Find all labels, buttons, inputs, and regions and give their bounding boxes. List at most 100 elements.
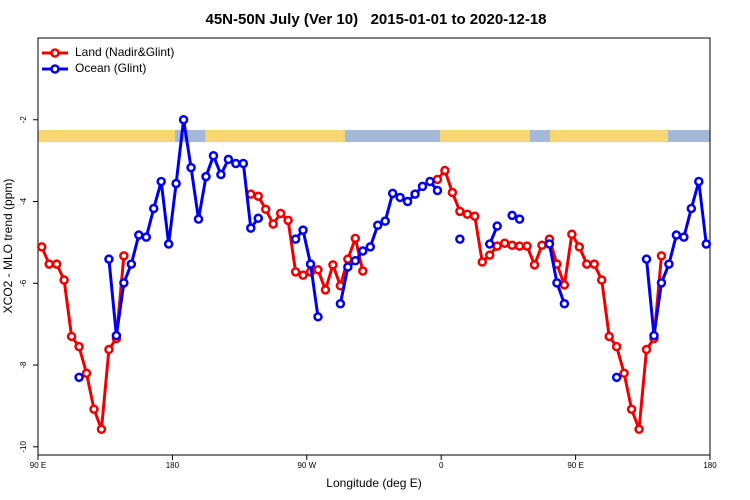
point [268,219,278,229]
point [126,259,137,269]
point [604,331,614,342]
point [499,238,510,248]
map-strip [38,130,710,142]
point [104,344,114,355]
point [671,230,682,240]
point [216,169,226,180]
point [119,251,129,261]
point [305,259,316,269]
point [358,246,368,256]
point [343,262,353,272]
point [186,162,196,173]
chart-title: 45N-50N July (Ver 10) 2015-01-01 to 2020… [205,11,546,28]
point [492,241,502,251]
series-line [107,118,708,338]
point [619,368,629,378]
point [537,240,547,251]
point [156,176,166,187]
point [51,259,62,269]
point [559,280,570,290]
point [395,192,405,203]
point [626,404,637,414]
point [507,240,517,251]
point [238,158,249,169]
point [350,233,361,244]
point [402,196,413,207]
point [178,115,189,125]
point [74,341,84,352]
point [582,259,592,269]
y-tick-label: -6 [19,279,28,287]
legend-marker [50,64,60,74]
point [529,260,540,270]
point [477,257,488,267]
point [320,285,331,295]
point [611,341,622,352]
point [44,259,54,269]
point [432,185,443,196]
point [275,208,286,219]
point [492,221,502,231]
point [119,278,129,288]
point [171,178,181,189]
x-axis-label: Longitude (deg E) [326,476,421,490]
point [208,150,219,161]
point [96,424,107,434]
point [104,254,114,264]
point [387,188,398,199]
point [649,330,659,341]
point [253,191,264,201]
point [694,176,704,187]
point [447,187,458,198]
point [701,239,712,249]
point [372,220,383,230]
point [656,278,667,288]
point [507,210,517,221]
point [36,242,47,252]
point [484,250,495,260]
point [679,232,689,242]
point [111,330,122,341]
y-tick-label: -10 [19,440,28,452]
point [484,239,495,249]
point [380,216,390,226]
point [567,229,577,239]
point [358,266,368,276]
x-tick-label: 90 W [297,461,316,470]
legend-label: Ocean (Glint) [75,61,146,75]
x-tick-label: 180 [166,461,180,470]
point [81,368,92,378]
point [425,176,435,187]
point [313,312,323,322]
point [544,239,555,249]
point [656,251,667,261]
point [634,424,644,434]
point [148,203,159,214]
point [193,214,204,224]
legend-label: Land (Nadir&Glint) [75,45,174,59]
point [283,215,293,226]
legend-marker [50,48,60,58]
point [74,372,84,383]
point [313,265,323,275]
point [350,256,361,266]
point [201,171,211,182]
point [522,241,532,251]
point [432,174,443,185]
x-tick-label: 180 [703,461,717,470]
point [611,372,622,383]
point [89,404,99,414]
point [664,259,674,269]
point [163,239,174,249]
y-tick-label: -2 [19,116,28,124]
point [455,206,465,217]
point [298,225,308,235]
point [343,254,353,264]
point [231,158,241,169]
point [66,331,77,342]
point [59,275,69,285]
point [574,242,585,252]
point [253,213,264,224]
point [365,242,376,252]
